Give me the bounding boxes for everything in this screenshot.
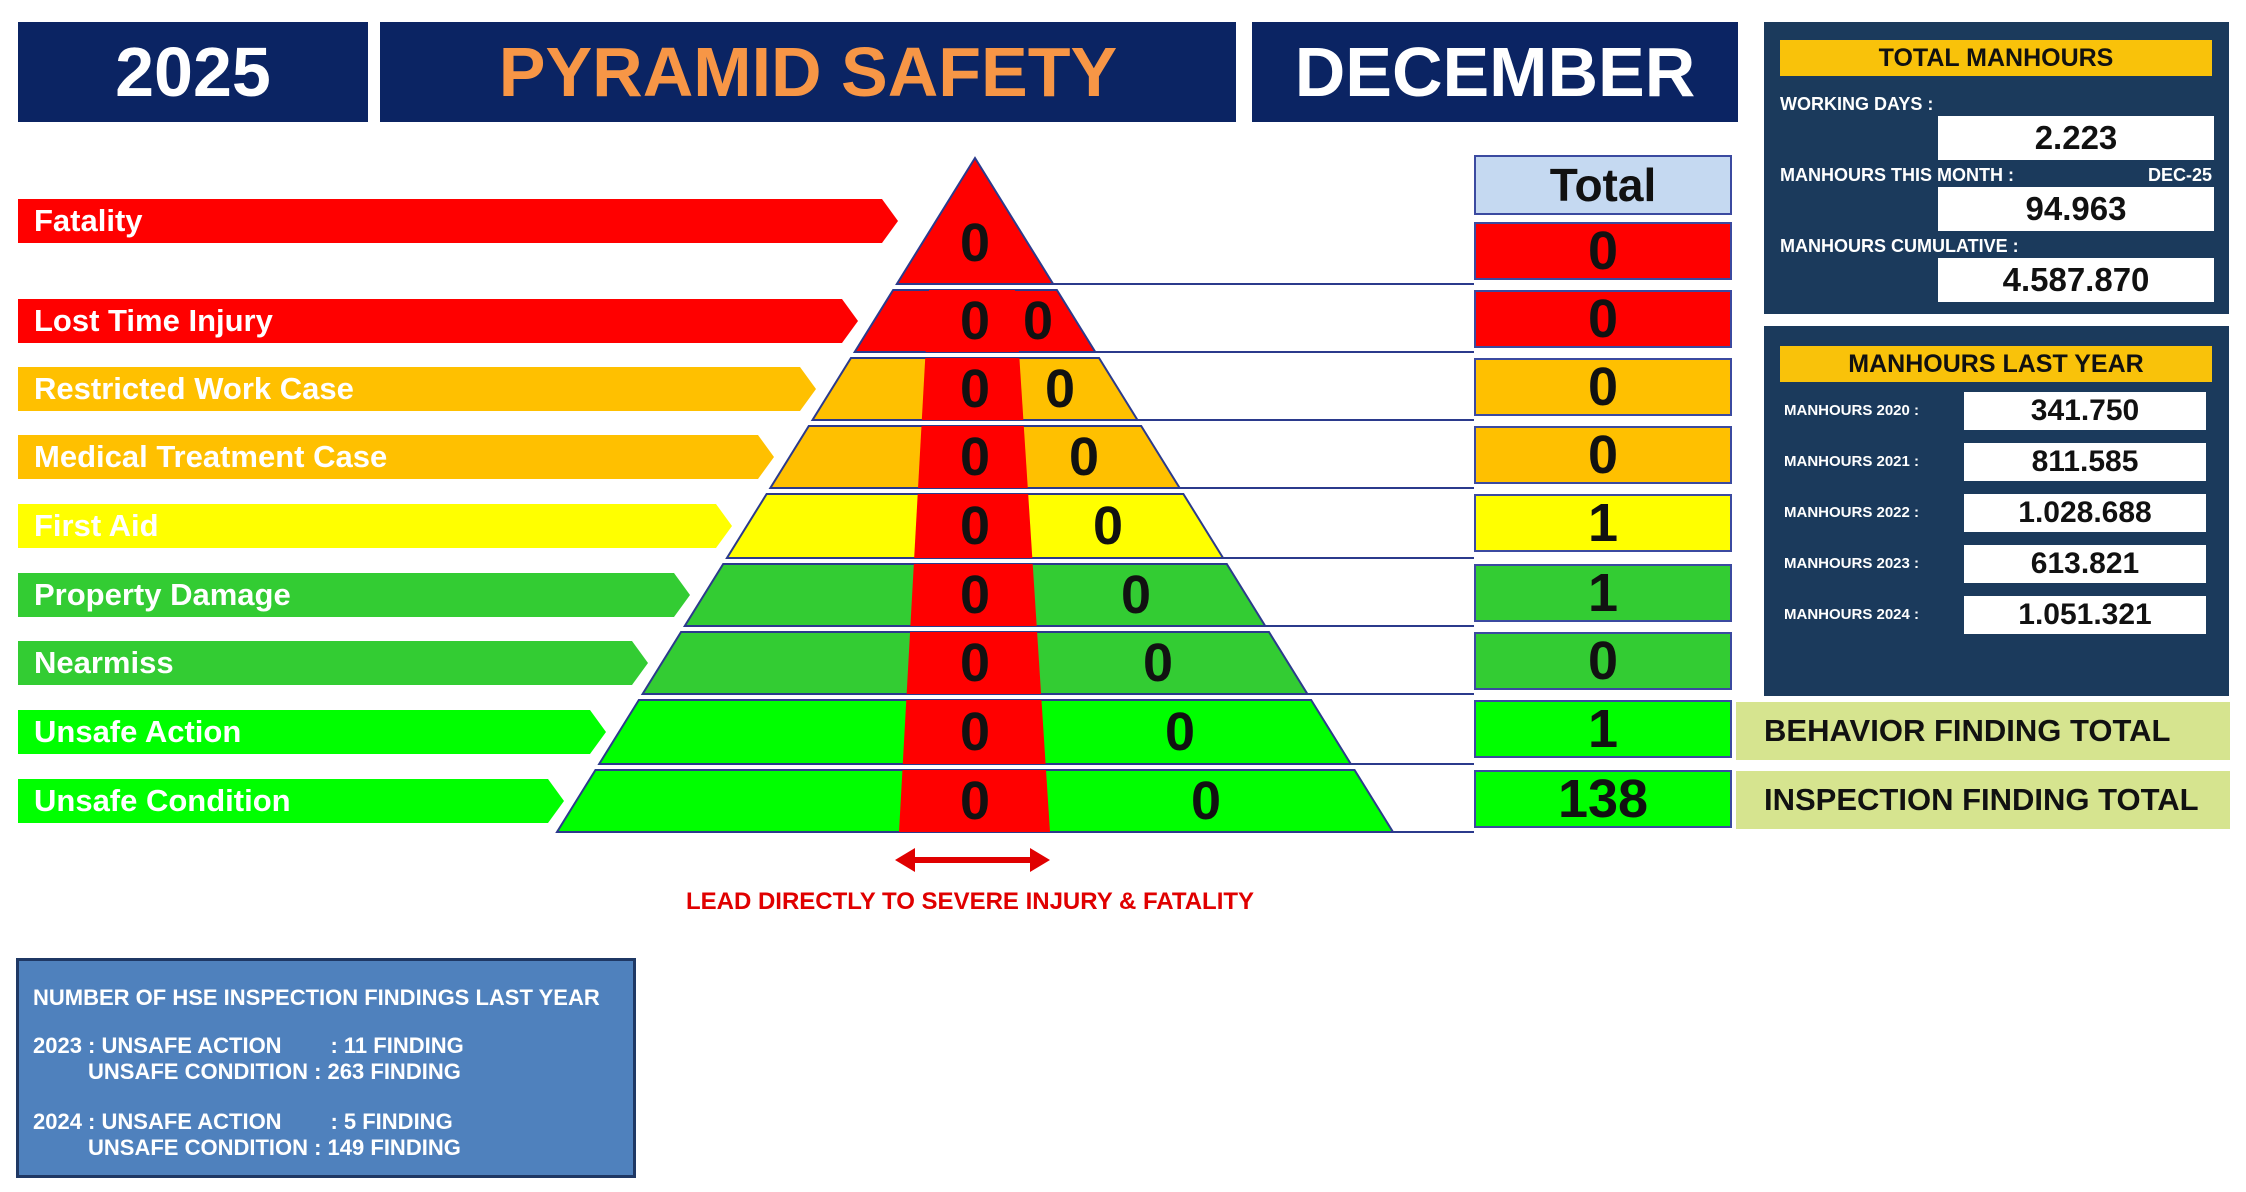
row-total-value-fatality: 0 — [1587, 221, 1619, 281]
row-total-value-unsafe-action: 1 — [1587, 699, 1619, 759]
manhours-cumulative-label: MANHOURS CUMULATIVE : — [1780, 236, 2019, 256]
pyramid-red-column-property-damage — [910, 564, 1037, 626]
pyramid-red-column-lost-time-injury — [925, 290, 1020, 352]
pyramid-red-column-nearmiss — [906, 632, 1042, 694]
pyramid-red-column-first-aid — [914, 494, 1033, 558]
last-year-value-3: 613.821 — [1964, 545, 2206, 583]
row-label-unsafe-condition: Unsafe Condition — [18, 779, 564, 823]
row-red-value-unsafe-action: 0 — [959, 702, 991, 762]
pyramid-red-column-medical-treatment-case — [918, 426, 1028, 488]
manhours-this-month-value: 94.963 — [1938, 187, 2214, 231]
manhours-this-month-period: DEC-25 — [2148, 165, 2213, 185]
last-year-label-3: MANHOURS 2023 : — [1784, 555, 1920, 572]
row-red-value-property-damage: 0 — [959, 565, 991, 625]
row-total-nearmiss: 0 — [1474, 631, 1732, 691]
row-total-unsafe-action: 1 — [1474, 699, 1732, 759]
row-total-value-medical-treatment-case: 0 — [1587, 425, 1619, 485]
last-year-value-2: 1.028.688 — [1964, 494, 2206, 532]
row-side-value-first-aid: 0 — [1092, 496, 1124, 556]
year-banner: 2025 — [18, 22, 368, 122]
title-text: PYRAMID SAFETY — [498, 33, 1118, 111]
pyramid-red-column-unsafe-condition — [899, 770, 1050, 832]
last-year-label-1: MANHOURS 2021 : — [1784, 453, 1920, 470]
row-label-unsafe-action: Unsafe Action — [18, 710, 606, 754]
last-year-value-1: 811.585 — [1964, 443, 2206, 481]
hse-2024-unsafe-condition: UNSAFE CONDITION : 149 FINDING — [33, 1135, 461, 1160]
row-red-value-first-aid: 0 — [959, 496, 991, 556]
row-total-value-property-damage: 1 — [1587, 563, 1619, 623]
row-label-nearmiss: Nearmiss — [18, 641, 648, 685]
hse-2024-unsafe-action: 2024 : UNSAFE ACTION : 5 FINDING — [33, 1109, 453, 1134]
total-manhours-title: TOTAL MANHOURS — [1780, 40, 2212, 76]
row-total-value-lost-time-injury: 0 — [1587, 289, 1619, 349]
working-days-label: WORKING DAYS : — [1780, 94, 1934, 114]
last-year-value-4: 1.051.321 — [1964, 596, 2206, 634]
row-total-value-nearmiss: 0 — [1587, 631, 1619, 691]
manhours-last-year-panel: MANHOURS LAST YEAR MANHOURS 2020 : 341.75… — [1764, 326, 2229, 696]
row-label-lost-time-injury: Lost Time Injury — [18, 299, 858, 343]
manhours-last-year-title: MANHOURS LAST YEAR — [1780, 346, 2212, 382]
total-manhours-panel: TOTAL MANHOURS WORKING DAYS : 2.223 MANH… — [1764, 22, 2229, 314]
hse-findings-box: NUMBER OF HSE INSPECTION FINDINGS LAST Y… — [16, 958, 636, 1178]
row-label-property-damage: Property Damage — [18, 573, 690, 617]
row-side-value-medical-treatment-case: 0 — [1068, 427, 1100, 487]
hse-2023-unsafe-action: 2023 : UNSAFE ACTION : 11 FINDING — [33, 1033, 464, 1058]
last-year-label-4: MANHOURS 2024 : — [1784, 606, 1920, 623]
total-header-label: Total — [1549, 159, 1657, 211]
row-total-medical-treatment-case: 0 — [1474, 425, 1732, 485]
row-total-value-restricted-work-case: 0 — [1587, 357, 1619, 417]
pyramid-tier-fatality — [895, 156, 1055, 285]
row-total-value-first-aid: 1 — [1587, 493, 1619, 553]
pyramid-red-column-unsafe-action — [902, 700, 1046, 764]
working-days-value: 2.223 — [1938, 116, 2214, 160]
row-total-restricted-work-case: 0 — [1474, 357, 1732, 417]
row-label-first-aid: First Aid — [18, 504, 732, 548]
row-side-value-property-damage: 0 — [1120, 565, 1152, 625]
row-side-value-nearmiss: 0 — [1142, 633, 1174, 693]
row-total-property-damage: 1 — [1474, 563, 1732, 623]
inspection-finding-total-label: INSPECTION FINDING TOTAL — [1736, 771, 2230, 829]
year-text: 2025 — [115, 33, 271, 111]
row-total-unsafe-condition: 138 — [1474, 769, 1732, 829]
hse-2023-unsafe-condition: UNSAFE CONDITION : 263 FINDING — [33, 1059, 461, 1084]
manhours-cumulative-value: 4.587.870 — [1938, 258, 2214, 302]
row-label-restricted-work-case: Restricted Work Case — [18, 367, 816, 411]
inspection-finding-text: INSPECTION FINDING TOTAL — [1764, 782, 2199, 817]
last-year-value-0: 341.750 — [1964, 392, 2206, 430]
row-red-value-nearmiss: 0 — [959, 633, 991, 693]
lead-note: LEAD DIRECTLY TO SEVERE INJURY & FATALIT… — [685, 888, 1255, 915]
row-total-fatality: 0 — [1474, 221, 1732, 281]
row-total-value-unsafe-condition: 138 — [1557, 769, 1649, 829]
total-header: Total — [1474, 155, 1732, 215]
lead-arrow-right-head-icon — [1030, 848, 1050, 872]
row-side-value-unsafe-condition: 0 — [1190, 771, 1222, 831]
lead-arrow-left-head-icon — [895, 848, 915, 872]
row-side-value-lost-time-injury: 0 — [1022, 291, 1054, 351]
title-banner: PYRAMID SAFETY — [380, 22, 1236, 122]
behavior-finding-text: BEHAVIOR FINDING TOTAL — [1764, 713, 2171, 748]
hse-findings-title: NUMBER OF HSE INSPECTION FINDINGS LAST Y… — [33, 985, 600, 1010]
row-label-medical-treatment-case: Medical Treatment Case — [18, 435, 774, 479]
row-side-value-restricted-work-case: 0 — [1044, 359, 1076, 419]
row-red-value-lost-time-injury: 0 — [959, 291, 991, 351]
row-red-value-unsafe-condition: 0 — [959, 771, 991, 831]
row-label-fatality: Fatality — [18, 199, 898, 243]
last-year-label-0: MANHOURS 2020 : — [1784, 402, 1920, 419]
behavior-finding-total-label: BEHAVIOR FINDING TOTAL — [1736, 702, 2230, 760]
row-side-value-unsafe-action: 0 — [1164, 702, 1196, 762]
pyramid-red-column-restricted-work-case — [921, 358, 1024, 420]
row-red-value-fatality: 0 — [959, 213, 991, 273]
row-total-lost-time-injury: 0 — [1474, 289, 1732, 349]
month-banner: DECEMBER — [1252, 22, 1738, 122]
last-year-label-2: MANHOURS 2022 : — [1784, 504, 1920, 521]
row-red-value-restricted-work-case: 0 — [959, 359, 991, 419]
manhours-this-month-label: MANHOURS THIS MONTH : — [1780, 165, 2014, 185]
month-text: DECEMBER — [1294, 33, 1696, 111]
row-total-first-aid: 1 — [1474, 493, 1732, 553]
row-red-value-medical-treatment-case: 0 — [959, 427, 991, 487]
